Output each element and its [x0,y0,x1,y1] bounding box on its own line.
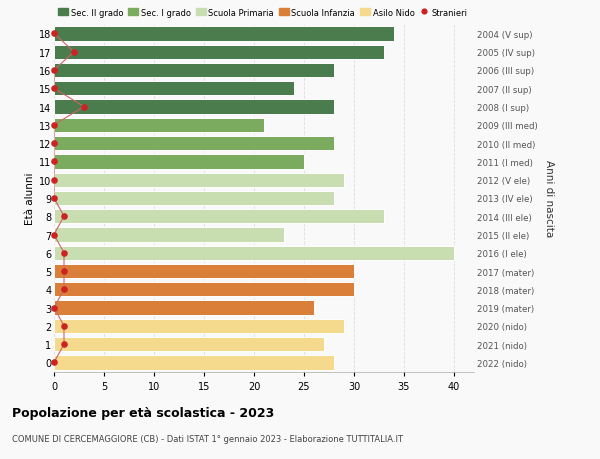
Point [59,323,69,330]
Bar [54,246,454,260]
Point [69,49,79,56]
Point [49,359,59,366]
Point [49,231,59,239]
Point [59,341,69,348]
Bar [54,64,334,78]
Bar [54,264,354,279]
Legend: Sec. II grado, Sec. I grado, Scuola Primaria, Scuola Infanzia, Asilo Nido, Stran: Sec. II grado, Sec. I grado, Scuola Prim… [58,9,468,17]
Text: Popolazione per età scolastica - 2023: Popolazione per età scolastica - 2023 [12,406,274,419]
Point [49,140,59,147]
Point [49,85,59,93]
Point [49,195,59,202]
Bar [54,228,284,242]
Point [79,104,89,111]
Point [49,122,59,129]
Bar [54,191,334,206]
Bar [54,210,384,224]
Bar [54,137,334,151]
Bar [54,301,314,315]
Bar [54,155,304,169]
Point [59,268,69,275]
Bar [54,283,354,297]
Point [49,177,59,184]
Y-axis label: Anni di nascita: Anni di nascita [544,160,554,237]
Point [59,286,69,293]
Point [49,31,59,38]
Point [59,213,69,220]
Bar [54,173,344,187]
Bar [54,118,264,133]
Bar [54,356,334,370]
Bar [54,319,344,333]
Bar [54,337,324,352]
Text: COMUNE DI CERCEMAGGIORE (CB) - Dati ISTAT 1° gennaio 2023 - Elaborazione TUTTITA: COMUNE DI CERCEMAGGIORE (CB) - Dati ISTA… [12,434,403,443]
Bar [54,100,334,114]
Bar [54,27,394,41]
Point [49,67,59,74]
Bar [54,45,384,60]
Y-axis label: Età alunni: Età alunni [25,172,35,225]
Point [59,250,69,257]
Point [49,158,59,166]
Bar [54,82,294,96]
Point [49,304,59,312]
